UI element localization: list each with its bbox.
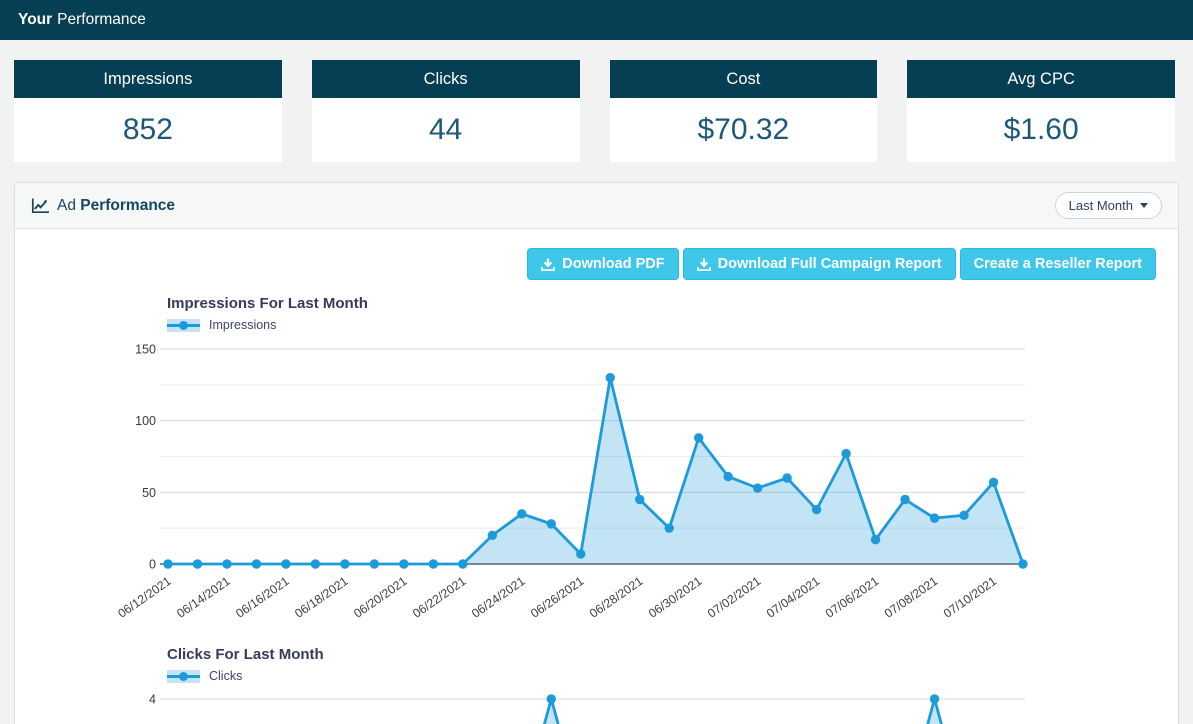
- chart-line-icon: [31, 198, 49, 214]
- ad-performance-panel: Ad Performance Last Month: [14, 182, 1179, 724]
- top-nav-bar: Your Performance: [0, 0, 1193, 40]
- create-reseller-report-button[interactable]: Create a Reseller Report: [959, 248, 1156, 280]
- svg-text:06/16/2021: 06/16/2021: [233, 574, 292, 621]
- svg-text:07/10/2021: 07/10/2021: [941, 574, 1000, 621]
- svg-text:06/26/2021: 06/26/2021: [528, 574, 587, 621]
- download-icon: [541, 258, 556, 271]
- svg-text:4: 4: [149, 693, 156, 707]
- svg-text:06/30/2021: 06/30/2021: [646, 574, 705, 621]
- svg-text:07/06/2021: 07/06/2021: [823, 574, 882, 621]
- panel-title-prefix: Ad: [57, 196, 76, 214]
- stat-card-value: 44: [428, 113, 463, 146]
- topbar-title-bold: Your: [18, 11, 53, 28]
- svg-text:06/12/2021: 06/12/2021: [115, 574, 174, 621]
- topbar-title: Performance: [57, 11, 146, 28]
- stat-card-header: Avg CPC: [907, 60, 1175, 98]
- stat-card-cost: Cost $70.32: [609, 60, 878, 162]
- panel-title-bold: Performance: [80, 196, 176, 214]
- stat-card-value: 852: [122, 113, 173, 146]
- date-range-label: Last Month: [1068, 198, 1133, 213]
- stat-card-header: Cost: [609, 60, 878, 98]
- svg-text:07/08/2021: 07/08/2021: [882, 574, 941, 621]
- stat-card-avg-cpc: Avg CPC $1.60: [907, 60, 1175, 162]
- svg-text:150: 150: [135, 343, 156, 357]
- report-buttons-row: Download PDF Download Full Campaign Repo…: [527, 248, 1156, 280]
- legend-label: Clicks: [209, 669, 243, 683]
- button-label: Download PDF: [562, 256, 665, 272]
- download-icon: [696, 258, 711, 271]
- panel-header: Ad Performance Last Month: [15, 183, 1178, 229]
- legend-label: Impressions: [209, 318, 277, 332]
- svg-text:07/04/2021: 07/04/2021: [764, 574, 823, 621]
- download-pdf-button[interactable]: Download PDF: [527, 248, 679, 280]
- svg-text:06/24/2021: 06/24/2021: [469, 574, 528, 621]
- stat-card-header: Clicks: [311, 60, 580, 98]
- clicks-chart-title: Clicks For Last Month: [167, 646, 324, 663]
- svg-text:50: 50: [142, 486, 156, 500]
- button-label: Create a Reseller Report: [973, 256, 1142, 272]
- stat-card-clicks: Clicks 44: [311, 60, 580, 162]
- svg-text:07/02/2021: 07/02/2021: [705, 574, 764, 621]
- svg-text:06/14/2021: 06/14/2021: [174, 574, 233, 621]
- caret-down-icon: [1140, 203, 1148, 208]
- panel-title: Ad Performance: [57, 197, 175, 215]
- svg-text:06/22/2021: 06/22/2021: [410, 574, 469, 621]
- date-range-dropdown-button[interactable]: Last Month: [1054, 192, 1162, 219]
- stat-card-value: $70.32: [697, 113, 790, 146]
- stat-card-value: $1.60: [1003, 113, 1079, 146]
- stat-cards-row: Impressions 852 Clicks 44 Cost $70.32 Av…: [14, 60, 1175, 162]
- svg-text:100: 100: [135, 414, 156, 428]
- panel-body: Download PDF Download Full Campaign Repo…: [15, 229, 1178, 724]
- impressions-chart-legend: Impressions: [167, 318, 276, 332]
- download-full-campaign-report-button[interactable]: Download Full Campaign Report: [682, 248, 956, 280]
- clicks-chart-legend: Clicks: [167, 669, 242, 683]
- stat-card-header: Impressions: [14, 60, 282, 98]
- svg-text:06/18/2021: 06/18/2021: [292, 574, 351, 621]
- stat-card-impressions: Impressions 852: [14, 60, 282, 162]
- svg-text:06/20/2021: 06/20/2021: [351, 574, 410, 621]
- svg-text:0: 0: [149, 558, 156, 572]
- legend-marker-icon: [167, 669, 200, 683]
- svg-text:06/28/2021: 06/28/2021: [587, 574, 646, 621]
- legend-marker-icon: [167, 318, 200, 332]
- clicks-chart: 4: [149, 693, 1025, 724]
- button-label: Download Full Campaign Report: [717, 256, 942, 272]
- impressions-chart-title: Impressions For Last Month: [167, 295, 368, 312]
